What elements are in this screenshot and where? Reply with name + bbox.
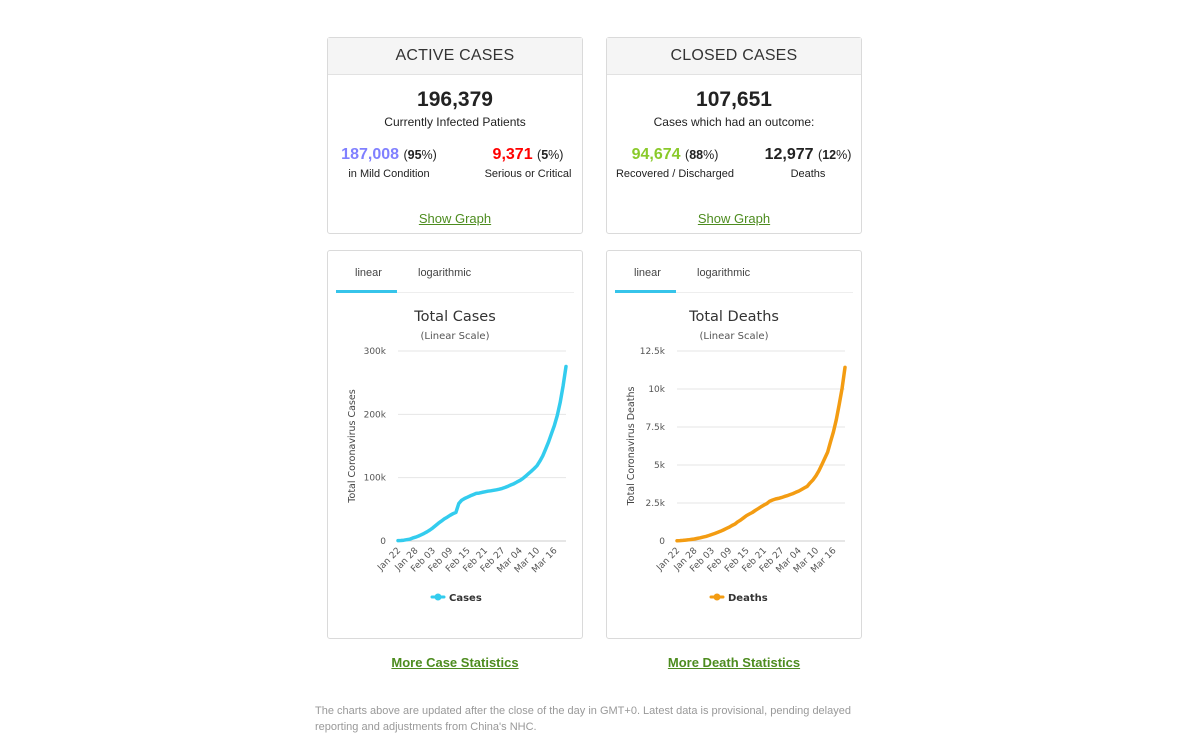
active-show-graph-link[interactable]: Show Graph <box>418 211 492 226</box>
serious-critical-value: 9,371 <box>492 146 533 163</box>
total-deaths-chart: Total Deaths (Linear Scale) 0 2.5k 5k 7.5k 10k… <box>626 309 847 604</box>
deaths-series-line <box>675 365 847 543</box>
cases-series-line <box>396 364 568 543</box>
total-deaths-chart-panel: linear logarithmic Total Deaths (Linear S… <box>606 250 862 639</box>
deaths-legend-marker <box>713 593 721 601</box>
serious-critical-pct: (5%) <box>537 148 564 162</box>
deaths-tab-active-indicator <box>615 290 676 293</box>
deaths-legend: Deaths <box>709 593 768 604</box>
cases-ytick-label: 300k <box>364 347 387 357</box>
mild-condition-label: in Mild Condition <box>348 168 430 180</box>
active-cases-total: 196,379 <box>417 88 493 111</box>
deaths-chart-subtitle: (Linear Scale) <box>700 331 769 342</box>
mild-condition-stat: 187,008 (95%) in Mild Condition <box>324 146 454 180</box>
deaths-legend-label: Deaths <box>728 593 768 604</box>
serious-critical-label: Serious or Critical <box>484 168 572 180</box>
deaths-stat: 12,977 (12%) Deaths <box>743 146 873 180</box>
recovered-label: Recovered / Discharged <box>615 168 734 180</box>
cases-tab-logarithmic[interactable]: logarithmic <box>418 267 472 279</box>
active-cases-total-label: Currently Infected Patients <box>384 115 526 129</box>
active-cases-panel: ACTIVE CASES 196,379 Currently Infected … <box>327 37 583 234</box>
total-cases-chart-panel: linear logarithmic Total Cases (Linear Sc… <box>327 250 583 639</box>
closed-show-graph-link[interactable]: Show Graph <box>697 211 771 226</box>
closed-cases-total: 107,651 <box>696 88 772 111</box>
cases-ytick-label: 200k <box>364 410 387 420</box>
cases-scale-tabs: linear logarithmic <box>336 263 574 293</box>
cases-legend-label: Cases <box>449 593 482 604</box>
deaths-tab-logarithmic[interactable]: logarithmic <box>697 267 751 279</box>
cases-ytick-label: 100k <box>364 474 387 484</box>
active-cases-title: ACTIVE CASES <box>328 38 582 75</box>
deaths-ytick-label: 5k <box>654 461 666 471</box>
deaths-chart-title: Total Deaths <box>688 309 779 325</box>
cases-legend: Cases <box>430 593 482 604</box>
deaths-value: 12,977 <box>764 146 814 163</box>
deaths-y-axis-label: Total Coronavirus Deaths <box>626 387 637 507</box>
serious-critical-stat: 9,371 (5%) Serious or Critical <box>463 146 593 180</box>
deaths-scale-tabs: linear logarithmic <box>615 263 853 293</box>
recovered-pct: (88%) <box>685 148 719 162</box>
cases-tab-linear[interactable]: linear <box>355 267 382 279</box>
deaths-ytick-label: 12.5k <box>640 347 666 357</box>
closed-cases-panel: CLOSED CASES 107,651 Cases which had an … <box>606 37 862 234</box>
cases-ytick-label: 0 <box>380 537 386 547</box>
deaths-ytick-label: 2.5k <box>645 499 665 509</box>
closed-cases-total-label: Cases which had an outcome: <box>653 115 815 129</box>
recovered-value: 94,674 <box>631 146 681 163</box>
closed-cases-title: CLOSED CASES <box>607 38 861 75</box>
more-death-statistics-link[interactable]: More Death Statistics <box>667 655 801 670</box>
deaths-label: Deaths <box>790 168 826 180</box>
mild-condition-value: 187,008 <box>341 146 400 163</box>
total-cases-chart: Total Cases (Linear Scale) 0 100k 200k 300k To… <box>347 309 568 604</box>
cases-chart-subtitle: (Linear Scale) <box>421 331 490 342</box>
deaths-pct: (12%) <box>818 148 852 162</box>
mild-condition-pct: (95%) <box>403 148 437 162</box>
cases-legend-marker <box>434 593 442 601</box>
update-footnote: The charts above are updated after the c… <box>315 705 851 733</box>
cases-y-axis-label: Total Coronavirus Cases <box>347 389 358 503</box>
deaths-tab-linear[interactable]: linear <box>634 267 661 279</box>
recovered-stat: 94,674 (88%) Recovered / Discharged <box>610 146 740 180</box>
deaths-ytick-label: 0 <box>659 537 665 547</box>
deaths-ytick-label: 7.5k <box>645 423 665 433</box>
deaths-ytick-label: 10k <box>648 385 665 395</box>
cases-tab-active-indicator <box>336 290 397 293</box>
more-case-statistics-link[interactable]: More Case Statistics <box>391 655 519 670</box>
cases-chart-title: Total Cases <box>413 309 496 325</box>
